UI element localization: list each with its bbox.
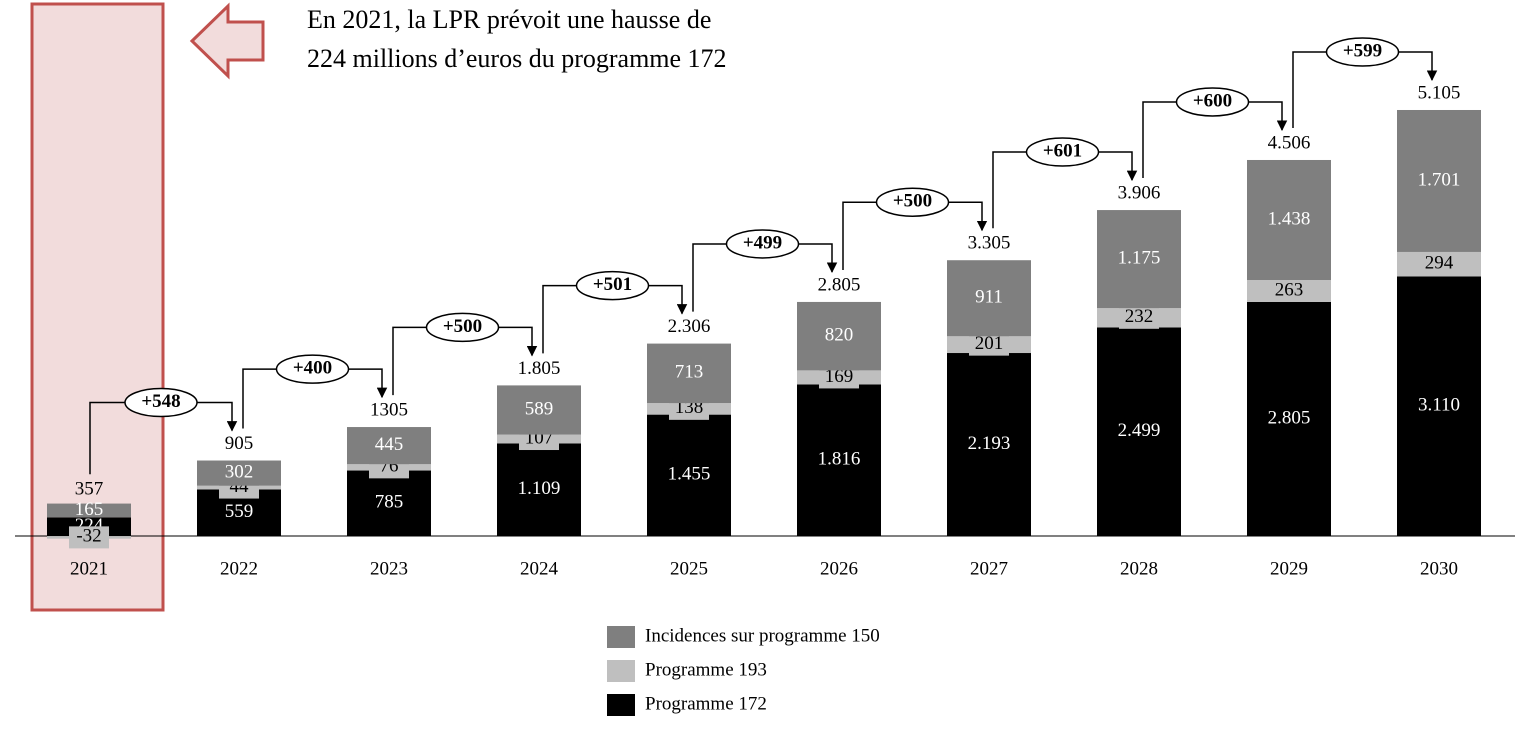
increment-bubble bbox=[575, 270, 650, 301]
total-label: 5.105 bbox=[1418, 82, 1461, 103]
legend-swatch bbox=[607, 660, 635, 682]
increment-bubble bbox=[1175, 87, 1250, 117]
data-label: 589 bbox=[525, 398, 554, 419]
increment-label: +500 bbox=[443, 316, 482, 337]
data-label: 2.499 bbox=[1118, 420, 1161, 441]
bar-segment bbox=[1247, 159, 1331, 280]
total-label: 2.306 bbox=[668, 316, 711, 337]
bar-segment bbox=[1097, 327, 1181, 537]
data-label: 1.109 bbox=[518, 478, 561, 499]
total-label: 1.805 bbox=[518, 358, 561, 379]
increment-bubble bbox=[725, 229, 800, 259]
x-tick-label: 2022 bbox=[220, 558, 258, 579]
bar-segment bbox=[47, 503, 131, 518]
data-label: 820 bbox=[825, 325, 854, 346]
legend-label: Programme 172 bbox=[645, 693, 767, 714]
bar-segment bbox=[947, 260, 1031, 337]
increment-label: +548 bbox=[141, 391, 180, 412]
increment-bubble bbox=[275, 354, 350, 384]
increment-label: +499 bbox=[743, 232, 782, 253]
total-label: 3.906 bbox=[1118, 182, 1161, 203]
data-label: 165 bbox=[75, 499, 104, 520]
legend-label: Programme 193 bbox=[645, 659, 767, 680]
data-label: 445 bbox=[375, 434, 404, 455]
bar-segment bbox=[1397, 109, 1481, 252]
increment-label: +400 bbox=[293, 357, 332, 378]
label-box bbox=[1419, 253, 1459, 276]
x-tick-label: 2027 bbox=[970, 558, 1008, 579]
x-tick-label: 2023 bbox=[370, 558, 408, 579]
data-label: 169 bbox=[825, 366, 854, 387]
x-tick-label: 2024 bbox=[520, 558, 559, 579]
bar-segment bbox=[1097, 210, 1181, 309]
bar-segment bbox=[347, 470, 431, 537]
data-label: 911 bbox=[975, 287, 1003, 308]
increment-bubble bbox=[1325, 37, 1400, 67]
total-label: 357 bbox=[75, 479, 104, 500]
bar-segment bbox=[647, 343, 731, 404]
increment-label: +599 bbox=[1343, 40, 1382, 61]
x-tick-label: 2025 bbox=[670, 558, 708, 579]
data-label: 3.110 bbox=[1418, 395, 1460, 416]
label-box bbox=[69, 526, 109, 549]
increment-label: +500 bbox=[893, 191, 932, 212]
data-label: 713 bbox=[675, 362, 704, 383]
legend-label: Incidences sur programme 150 bbox=[645, 625, 880, 646]
x-tick-label: 2030 bbox=[1420, 558, 1458, 579]
increment-label: +600 bbox=[1193, 90, 1232, 111]
total-label: 1305 bbox=[370, 399, 408, 420]
label-box bbox=[1269, 279, 1309, 302]
bar-segment bbox=[1247, 301, 1331, 537]
bar-segment bbox=[797, 384, 881, 537]
annotation: 224 millions d’euros du programme 172 bbox=[307, 44, 727, 73]
label-box bbox=[669, 397, 709, 420]
bar-segment bbox=[497, 443, 581, 537]
data-label: 2.193 bbox=[968, 433, 1011, 454]
data-label: 785 bbox=[375, 492, 404, 513]
data-label: 201 bbox=[975, 333, 1004, 354]
data-label: 2.805 bbox=[1268, 407, 1311, 428]
total-label: 3.305 bbox=[968, 233, 1011, 254]
x-tick-label: 2029 bbox=[1270, 558, 1308, 579]
data-label: -32 bbox=[76, 526, 101, 547]
data-label: 294 bbox=[1425, 253, 1454, 274]
total-label: 4.506 bbox=[1268, 132, 1311, 153]
bar-segment bbox=[347, 427, 431, 465]
legend-swatch bbox=[607, 626, 635, 648]
legend-swatch bbox=[607, 694, 635, 716]
increment-label: +601 bbox=[1043, 140, 1082, 161]
data-label: 1.816 bbox=[818, 449, 861, 470]
data-label: 263 bbox=[1275, 279, 1304, 300]
increment-bubble bbox=[875, 187, 950, 217]
annotation: En 2021, la LPR prévoit une hausse de bbox=[307, 5, 711, 34]
data-label: 232 bbox=[1125, 306, 1154, 327]
label-box bbox=[819, 366, 859, 389]
bar-segment bbox=[1397, 276, 1481, 537]
bar-segment bbox=[797, 301, 881, 371]
x-tick-label: 2021 bbox=[70, 558, 108, 579]
data-label: 302 bbox=[225, 461, 254, 482]
data-label: 559 bbox=[225, 501, 254, 522]
x-tick-label: 2026 bbox=[820, 558, 858, 579]
total-label: 2.805 bbox=[818, 274, 861, 295]
data-label: 1.455 bbox=[668, 464, 711, 485]
bar-segment bbox=[647, 414, 731, 537]
bar-segment bbox=[197, 460, 281, 486]
increment-bubble bbox=[124, 387, 198, 418]
label-box bbox=[1119, 306, 1159, 329]
increment-bubble bbox=[425, 312, 500, 343]
bar-segment bbox=[497, 385, 581, 435]
data-label: 1.701 bbox=[1418, 169, 1461, 190]
highlight-arrow bbox=[189, 2, 265, 80]
data-label: 1.438 bbox=[1268, 208, 1311, 229]
x-tick-label: 2028 bbox=[1120, 558, 1158, 579]
label-box bbox=[969, 333, 1009, 356]
increment-label: +501 bbox=[593, 274, 632, 295]
increment-bubble bbox=[1025, 137, 1100, 167]
bar-segment bbox=[947, 353, 1031, 537]
data-label: 1.175 bbox=[1118, 247, 1161, 268]
total-label: 905 bbox=[225, 433, 254, 454]
